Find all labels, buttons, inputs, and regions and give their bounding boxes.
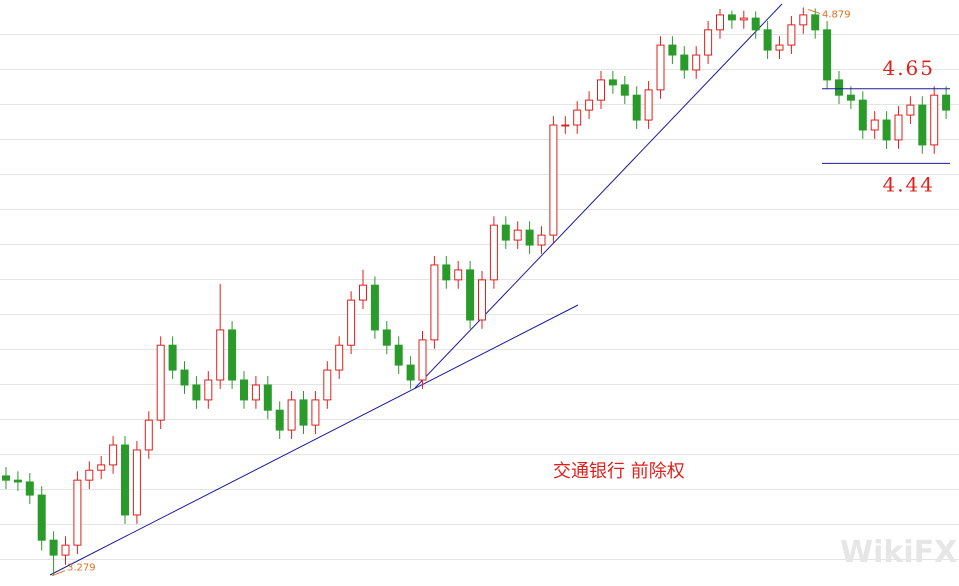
candle-body	[561, 124, 570, 127]
candle-body	[192, 384, 201, 401]
candle-body	[727, 14, 736, 21]
candle-body	[442, 264, 451, 281]
candle-body	[787, 24, 796, 46]
candle-body	[585, 99, 594, 111]
candle-body	[501, 224, 510, 241]
candle-body	[2, 475, 10, 481]
candle-body	[799, 14, 808, 26]
candle-body	[704, 29, 713, 56]
candle-body	[37, 494, 46, 541]
candle-body	[406, 364, 415, 381]
candle-body	[347, 299, 356, 346]
candle-body	[73, 479, 82, 546]
candle-body	[25, 481, 34, 496]
candle-body	[180, 369, 189, 386]
candle-body	[359, 284, 367, 301]
candle-body	[97, 464, 106, 471]
candle-body	[382, 329, 391, 346]
candle-body	[287, 399, 296, 431]
candle-body	[870, 119, 879, 131]
candle-body	[49, 539, 58, 556]
candle-body	[858, 99, 867, 131]
min-arrow	[51, 570, 66, 577]
candle-body	[466, 269, 475, 321]
candle-body	[13, 479, 22, 483]
candle-body	[656, 44, 665, 91]
candle-body	[739, 17, 748, 21]
candle-body	[335, 344, 344, 371]
candle-body	[525, 229, 534, 246]
candle-body	[668, 44, 677, 56]
candle-body	[251, 384, 260, 401]
candle-body	[930, 94, 939, 146]
candle-body	[85, 469, 94, 481]
candle-body	[156, 344, 165, 421]
candle-body	[489, 224, 498, 281]
candle-body	[692, 54, 701, 71]
candle-body	[620, 84, 629, 96]
candle-body	[323, 369, 332, 401]
candle-body	[751, 17, 760, 31]
candle-body	[454, 269, 463, 281]
candle-body	[882, 119, 891, 141]
watermark: WikiFX	[840, 535, 957, 570]
candle-body	[894, 114, 903, 141]
min-label: 3.279	[67, 563, 96, 574]
candle-body	[763, 29, 772, 51]
trend-line	[49, 304, 579, 576]
candle-body	[299, 399, 308, 426]
candle-body	[109, 444, 118, 466]
candle-body	[132, 449, 141, 516]
candle-body	[835, 79, 843, 96]
candle-body	[608, 79, 617, 86]
max-label: 4.879	[822, 9, 851, 20]
candle-body	[597, 79, 605, 101]
trend-line	[414, 3, 783, 389]
candle-body	[632, 94, 641, 121]
candle-body	[513, 229, 522, 241]
max-arrow	[807, 8, 821, 14]
candle-body	[823, 29, 832, 81]
candle-body	[216, 329, 225, 381]
candle-body	[228, 329, 237, 381]
candle-body	[370, 284, 379, 331]
candle-body	[61, 544, 70, 556]
level-label: 4.65	[882, 56, 935, 80]
candle-body	[240, 379, 248, 401]
candle-body	[549, 124, 558, 236]
candle-body	[846, 94, 855, 101]
candle-body	[537, 234, 546, 246]
level-label: 4.44	[882, 172, 935, 196]
candle-body	[573, 109, 582, 126]
candle-body	[418, 339, 427, 381]
candle-body	[144, 419, 153, 451]
candle-body	[168, 344, 177, 371]
chart-title: 交通银行 前除权	[553, 461, 685, 482]
candle-body	[275, 409, 284, 431]
candle-body	[394, 344, 403, 366]
candle-body	[906, 104, 915, 116]
candle-body	[644, 89, 653, 121]
candle-body	[430, 264, 439, 341]
candle-body	[918, 104, 927, 146]
candle-body	[775, 44, 784, 51]
candle-body	[121, 444, 129, 516]
candle-body	[478, 279, 486, 321]
candle-body	[811, 14, 820, 31]
candle-body	[263, 384, 272, 411]
candle-body	[680, 54, 689, 71]
candle-body	[204, 379, 213, 401]
candle-body	[942, 94, 951, 111]
candle-body	[716, 14, 724, 31]
candle-body	[311, 399, 320, 426]
